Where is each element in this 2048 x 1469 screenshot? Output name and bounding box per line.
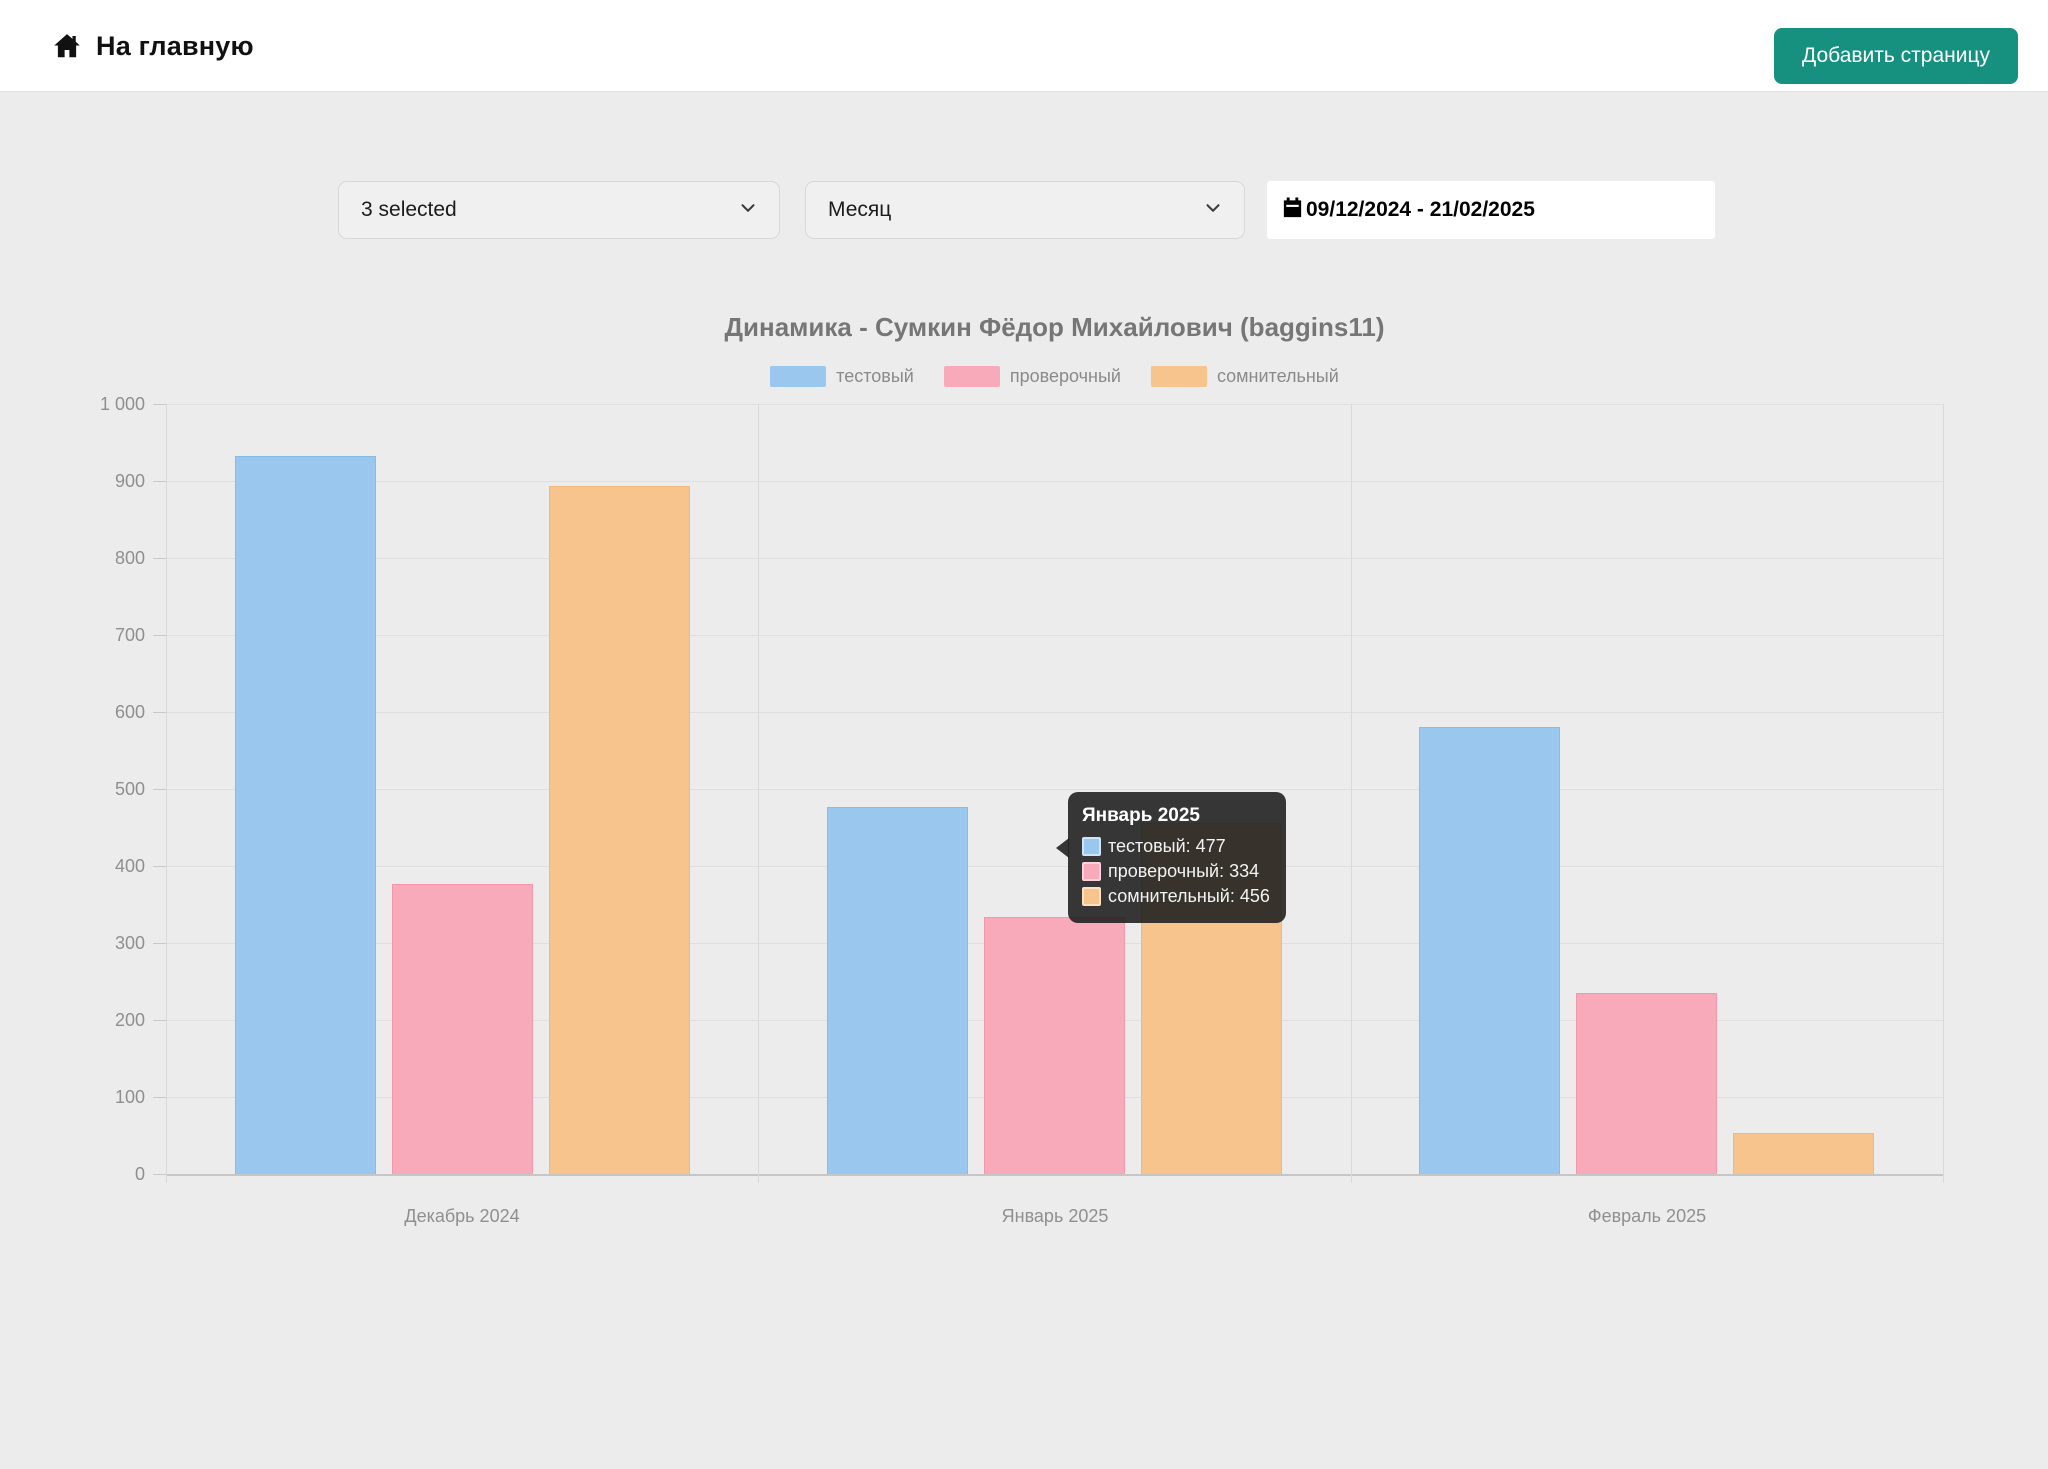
legend-label: сомнительный bbox=[1216, 366, 1339, 386]
tooltip-row: проверочный: 334 bbox=[1082, 861, 1270, 882]
y-gridline bbox=[166, 404, 1943, 405]
period-select[interactable]: Месяц bbox=[805, 181, 1245, 239]
tooltip-title: Январь 2025 bbox=[1082, 805, 1200, 826]
x-gridline bbox=[1351, 404, 1352, 1183]
y-gridline bbox=[166, 866, 1943, 867]
x-gridline bbox=[1943, 404, 1944, 1183]
legend-item[interactable]: проверочный bbox=[943, 366, 1121, 387]
legend-item[interactable]: тестовый bbox=[770, 366, 914, 387]
tooltip-row-text: сомнительный: 456 bbox=[1108, 886, 1270, 906]
y-tick-label: 400 bbox=[114, 856, 145, 876]
period-select-value: Месяц bbox=[828, 198, 892, 221]
y-tick-mark bbox=[153, 558, 166, 559]
x-category-label: Январь 2025 bbox=[1001, 1206, 1109, 1226]
x-gridline bbox=[166, 404, 167, 1183]
y-gridline bbox=[166, 558, 1943, 559]
y-tick-label: 700 bbox=[114, 625, 145, 645]
chart-bar[interactable] bbox=[549, 486, 690, 1174]
home-link-label: На главную bbox=[96, 30, 254, 61]
chart-bar[interactable] bbox=[1733, 1133, 1874, 1174]
chevron-down-icon bbox=[1202, 197, 1224, 224]
chart-bar[interactable] bbox=[984, 917, 1125, 1174]
chart-bar[interactable] bbox=[1419, 727, 1560, 1174]
y-tick-mark bbox=[153, 635, 166, 636]
tooltip-swatch bbox=[1082, 887, 1101, 906]
app-header: На главную Добавить страницу bbox=[0, 0, 2048, 92]
y-tick-mark bbox=[153, 1097, 166, 1098]
y-tick-mark bbox=[153, 712, 166, 713]
y-tick-label: 200 bbox=[114, 1010, 145, 1030]
chart-bar[interactable] bbox=[1576, 993, 1717, 1174]
y-tick-mark bbox=[153, 1020, 166, 1021]
y-tick-label: 100 bbox=[114, 1087, 145, 1107]
y-tick-mark bbox=[153, 866, 166, 867]
home-icon bbox=[52, 31, 82, 61]
chevron-down-icon bbox=[737, 197, 759, 224]
chart-bar[interactable] bbox=[827, 807, 968, 1174]
y-tick-label: 500 bbox=[114, 779, 145, 799]
y-tick-mark bbox=[153, 943, 166, 944]
y-tick-mark bbox=[153, 1174, 166, 1175]
x-axis-line bbox=[166, 1174, 1943, 1176]
chart-title: Динамика - Сумкин Фёдор Михайлович (bagg… bbox=[724, 312, 1385, 342]
y-gridline bbox=[166, 789, 1943, 790]
tooltip-row-text: проверочный: 334 bbox=[1108, 861, 1260, 881]
x-category-label: Февраль 2025 bbox=[1587, 1206, 1707, 1226]
chart-bar[interactable] bbox=[235, 456, 376, 1174]
tooltip-row: тестовый: 477 bbox=[1082, 836, 1270, 857]
y-tick-label: 600 bbox=[114, 702, 145, 722]
chart-tooltip: Январь 2025 тестовый: 477 проверочный: 33… bbox=[1056, 792, 1286, 923]
tooltip-swatch bbox=[1082, 837, 1101, 856]
legend-label: тестовый bbox=[836, 366, 914, 386]
y-tick-mark bbox=[153, 404, 166, 405]
tooltip-row: сомнительный: 456 bbox=[1082, 886, 1270, 907]
legend-swatch bbox=[943, 366, 1000, 387]
date-range-input[interactable]: 09/12/2024 - 21/02/2025 bbox=[1267, 181, 1715, 239]
home-link[interactable]: На главную bbox=[52, 0, 254, 92]
add-page-button[interactable]: Добавить страницу bbox=[1774, 28, 2018, 84]
legend-swatch bbox=[1150, 366, 1207, 387]
chart-bar[interactable] bbox=[392, 884, 533, 1174]
tooltip-arrow bbox=[1056, 838, 1069, 858]
y-tick-label: 0 bbox=[134, 1164, 145, 1184]
y-gridline bbox=[166, 481, 1943, 482]
legend-label: проверочный bbox=[1009, 366, 1121, 386]
legend-item[interactable]: сомнительный bbox=[1150, 366, 1339, 387]
x-category-label: Декабрь 2024 bbox=[404, 1206, 520, 1226]
y-gridline bbox=[166, 635, 1943, 636]
y-tick-mark bbox=[153, 789, 166, 790]
y-tick-label: 1 000 bbox=[99, 394, 145, 414]
calendar-icon bbox=[1281, 196, 1304, 224]
y-tick-label: 300 bbox=[114, 933, 145, 953]
y-tick-label: 800 bbox=[114, 548, 145, 568]
series-filter-value: 3 selected bbox=[361, 198, 457, 221]
date-range-value: 09/12/2024 - 21/02/2025 bbox=[1306, 198, 1535, 221]
y-tick-label: 900 bbox=[114, 471, 145, 491]
y-tick-mark bbox=[153, 481, 166, 482]
tooltip-row-text: тестовый: 477 bbox=[1108, 836, 1226, 856]
series-filter-select[interactable]: 3 selected bbox=[338, 181, 780, 239]
tooltip-swatch bbox=[1082, 862, 1101, 881]
x-gridline bbox=[758, 404, 759, 1183]
y-gridline bbox=[166, 712, 1943, 713]
legend-swatch bbox=[770, 366, 827, 387]
chart-legend: тестовый проверочный сомнительный bbox=[166, 366, 1943, 387]
